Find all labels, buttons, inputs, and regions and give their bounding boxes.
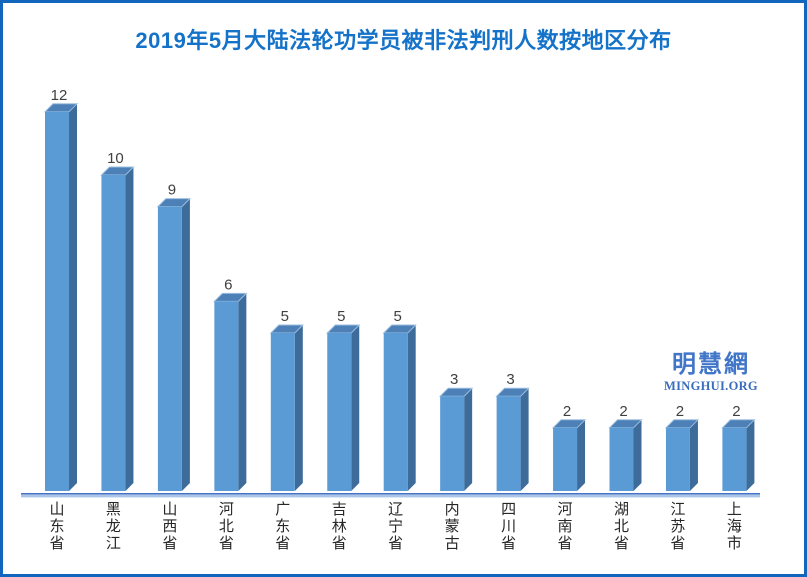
- category-label-湖北省: 湖北省: [613, 501, 629, 552]
- bar-value-label: 2: [563, 403, 571, 420]
- bar-front-face: [157, 206, 182, 491]
- bar-辽宁省: 5: [382, 308, 417, 491]
- bar-value-label: 5: [394, 308, 402, 325]
- bar-内蒙古: 3: [438, 371, 474, 491]
- bar-front-face: [553, 427, 578, 491]
- bar-side-face: [125, 167, 134, 491]
- bar-front-face: [609, 427, 634, 491]
- bar-黑龙江: 10: [100, 150, 135, 491]
- bar-side-face: [181, 198, 190, 491]
- bar-value-label: 9: [168, 182, 176, 199]
- bar-side-face: [746, 419, 755, 491]
- bar-front-face: [496, 396, 521, 491]
- bar-side-face: [633, 419, 642, 491]
- bar-value-label: 3: [450, 371, 458, 388]
- bar-value-label: 10: [107, 150, 124, 167]
- bar-广东省: 5: [269, 308, 305, 491]
- bar-value-label: 5: [337, 308, 345, 325]
- category-label-河北省: 河北省: [218, 501, 234, 552]
- bar-吉林省: 5: [326, 308, 361, 491]
- bar-湖北省: 2: [608, 403, 643, 491]
- bar-side-face: [464, 388, 473, 491]
- category-label-内蒙古: 内蒙古: [444, 501, 460, 552]
- bar-value-label: 12: [51, 87, 68, 104]
- bar-side-face: [407, 325, 416, 491]
- bar-四川省: 3: [495, 371, 530, 491]
- x-axis-line: [21, 493, 760, 495]
- bar-上海市: 2: [721, 403, 756, 491]
- x-axis-line-shadow: [21, 494, 760, 498]
- bar-side-face: [69, 103, 77, 492]
- minghui-logo-cjk: 明慧網: [672, 351, 750, 378]
- minghui-watermark: 明慧網 MINGHUI.ORG: [661, 353, 761, 393]
- bar-front-face: [722, 427, 747, 491]
- bar-value-label: 6: [224, 276, 232, 293]
- bar-front-face: [383, 333, 408, 491]
- bar-山西省: 9: [156, 182, 192, 491]
- bar-side-face: [577, 419, 586, 491]
- category-label-山东省: 山东省: [49, 501, 65, 552]
- bar-front-face: [45, 111, 69, 492]
- bar-front-face: [665, 427, 690, 491]
- bar-front-face: [214, 301, 239, 491]
- bar-河北省: 6: [213, 276, 248, 491]
- minghui-logo-latin: MINGHUI.ORG: [664, 379, 758, 393]
- category-label-上海市: 上海市: [726, 501, 742, 552]
- bar-side-face: [294, 325, 303, 491]
- bar-value-label: 3: [506, 371, 514, 388]
- category-label-吉林省: 吉林省: [331, 501, 347, 552]
- bar-chart-canvas: 12 10 9 6 5 5 5 3 3 2 2 2 2: [21, 87, 760, 498]
- bar-value-label: 2: [732, 403, 740, 420]
- bar-front-face: [327, 333, 352, 491]
- category-label-辽宁省: 辽宁省: [388, 501, 404, 552]
- category-label-江苏省: 江苏省: [670, 501, 686, 552]
- bar-value-label: 5: [281, 308, 289, 325]
- category-label-广东省: 广东省: [275, 501, 291, 552]
- bar-front-face: [440, 396, 465, 491]
- bar-山东省: 12: [43, 87, 79, 492]
- category-label-四川省: 四川省: [501, 501, 517, 552]
- bar-side-face: [689, 419, 698, 491]
- chart-title: 2019年5月大陆法轮功学员被非法判刑人数按地区分布: [135, 28, 672, 53]
- bar-value-label: 2: [676, 403, 684, 420]
- bar-front-face: [270, 333, 295, 491]
- bar-side-face: [238, 293, 247, 491]
- bar-side-face: [520, 388, 529, 491]
- bar-河南省: 2: [551, 403, 587, 491]
- bar-江苏省: 2: [664, 403, 700, 491]
- category-label-河南省: 河南省: [557, 501, 573, 552]
- category-label-山西省: 山西省: [162, 501, 178, 552]
- category-label-黑龙江: 黑龙江: [105, 501, 121, 552]
- bar-value-label: 2: [619, 403, 627, 420]
- bar-side-face: [351, 325, 360, 491]
- bar-front-face: [101, 175, 126, 491]
